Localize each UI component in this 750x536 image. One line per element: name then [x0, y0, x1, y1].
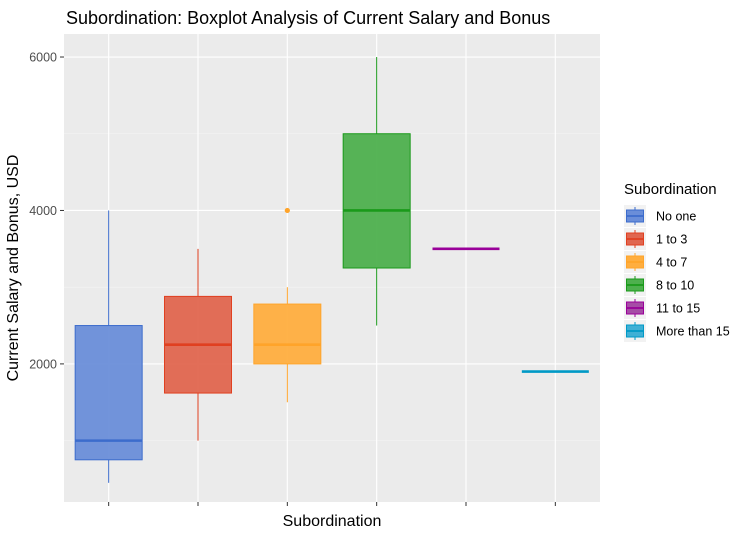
grid-lines	[64, 34, 600, 502]
legend: Subordination No one 1 to 3 4 to 7 8 to 10 1…	[624, 181, 730, 342]
box-1-to-3	[164, 248, 232, 441]
chart-title: Subordination: Boxplot Analysis of Curre…	[66, 8, 550, 28]
box-8-to-10	[342, 57, 411, 326]
box-body	[74, 325, 143, 461]
legend-item: 4 to 7	[624, 251, 687, 273]
legend-label: More than 15	[656, 325, 730, 339]
legend-label: 8 to 10	[656, 279, 694, 293]
legend-item: No one	[624, 205, 696, 227]
y-axis: 2000 4000 6000	[29, 51, 64, 371]
legend-label: 4 to 7	[656, 256, 687, 270]
box-body	[253, 303, 322, 365]
x-axis	[108, 502, 556, 506]
y-axis-title: Current Salary and Bonus, USD	[5, 155, 22, 382]
y-tick-label: 4000	[29, 204, 57, 218]
legend-label: 11 to 15	[656, 302, 700, 316]
legend-item: 1 to 3	[624, 228, 687, 250]
plot-panel	[64, 34, 600, 502]
legend-item: 8 to 10	[624, 274, 694, 296]
y-tick-label: 2000	[29, 357, 57, 371]
legend-item: More than 15	[624, 320, 730, 342]
legend-label: 1 to 3	[656, 233, 687, 247]
box-4-to-7	[253, 207, 322, 403]
x-axis-title: Subordination	[283, 513, 382, 530]
box-no-one	[74, 210, 143, 483]
legend-item: 11 to 15	[624, 297, 700, 319]
outlier-point	[284, 207, 290, 214]
legend-label: No one	[656, 210, 696, 224]
boxes	[74, 57, 589, 483]
box-body	[342, 133, 411, 269]
y-tick-label: 6000	[29, 51, 57, 65]
legend-title: Subordination	[624, 181, 717, 198]
